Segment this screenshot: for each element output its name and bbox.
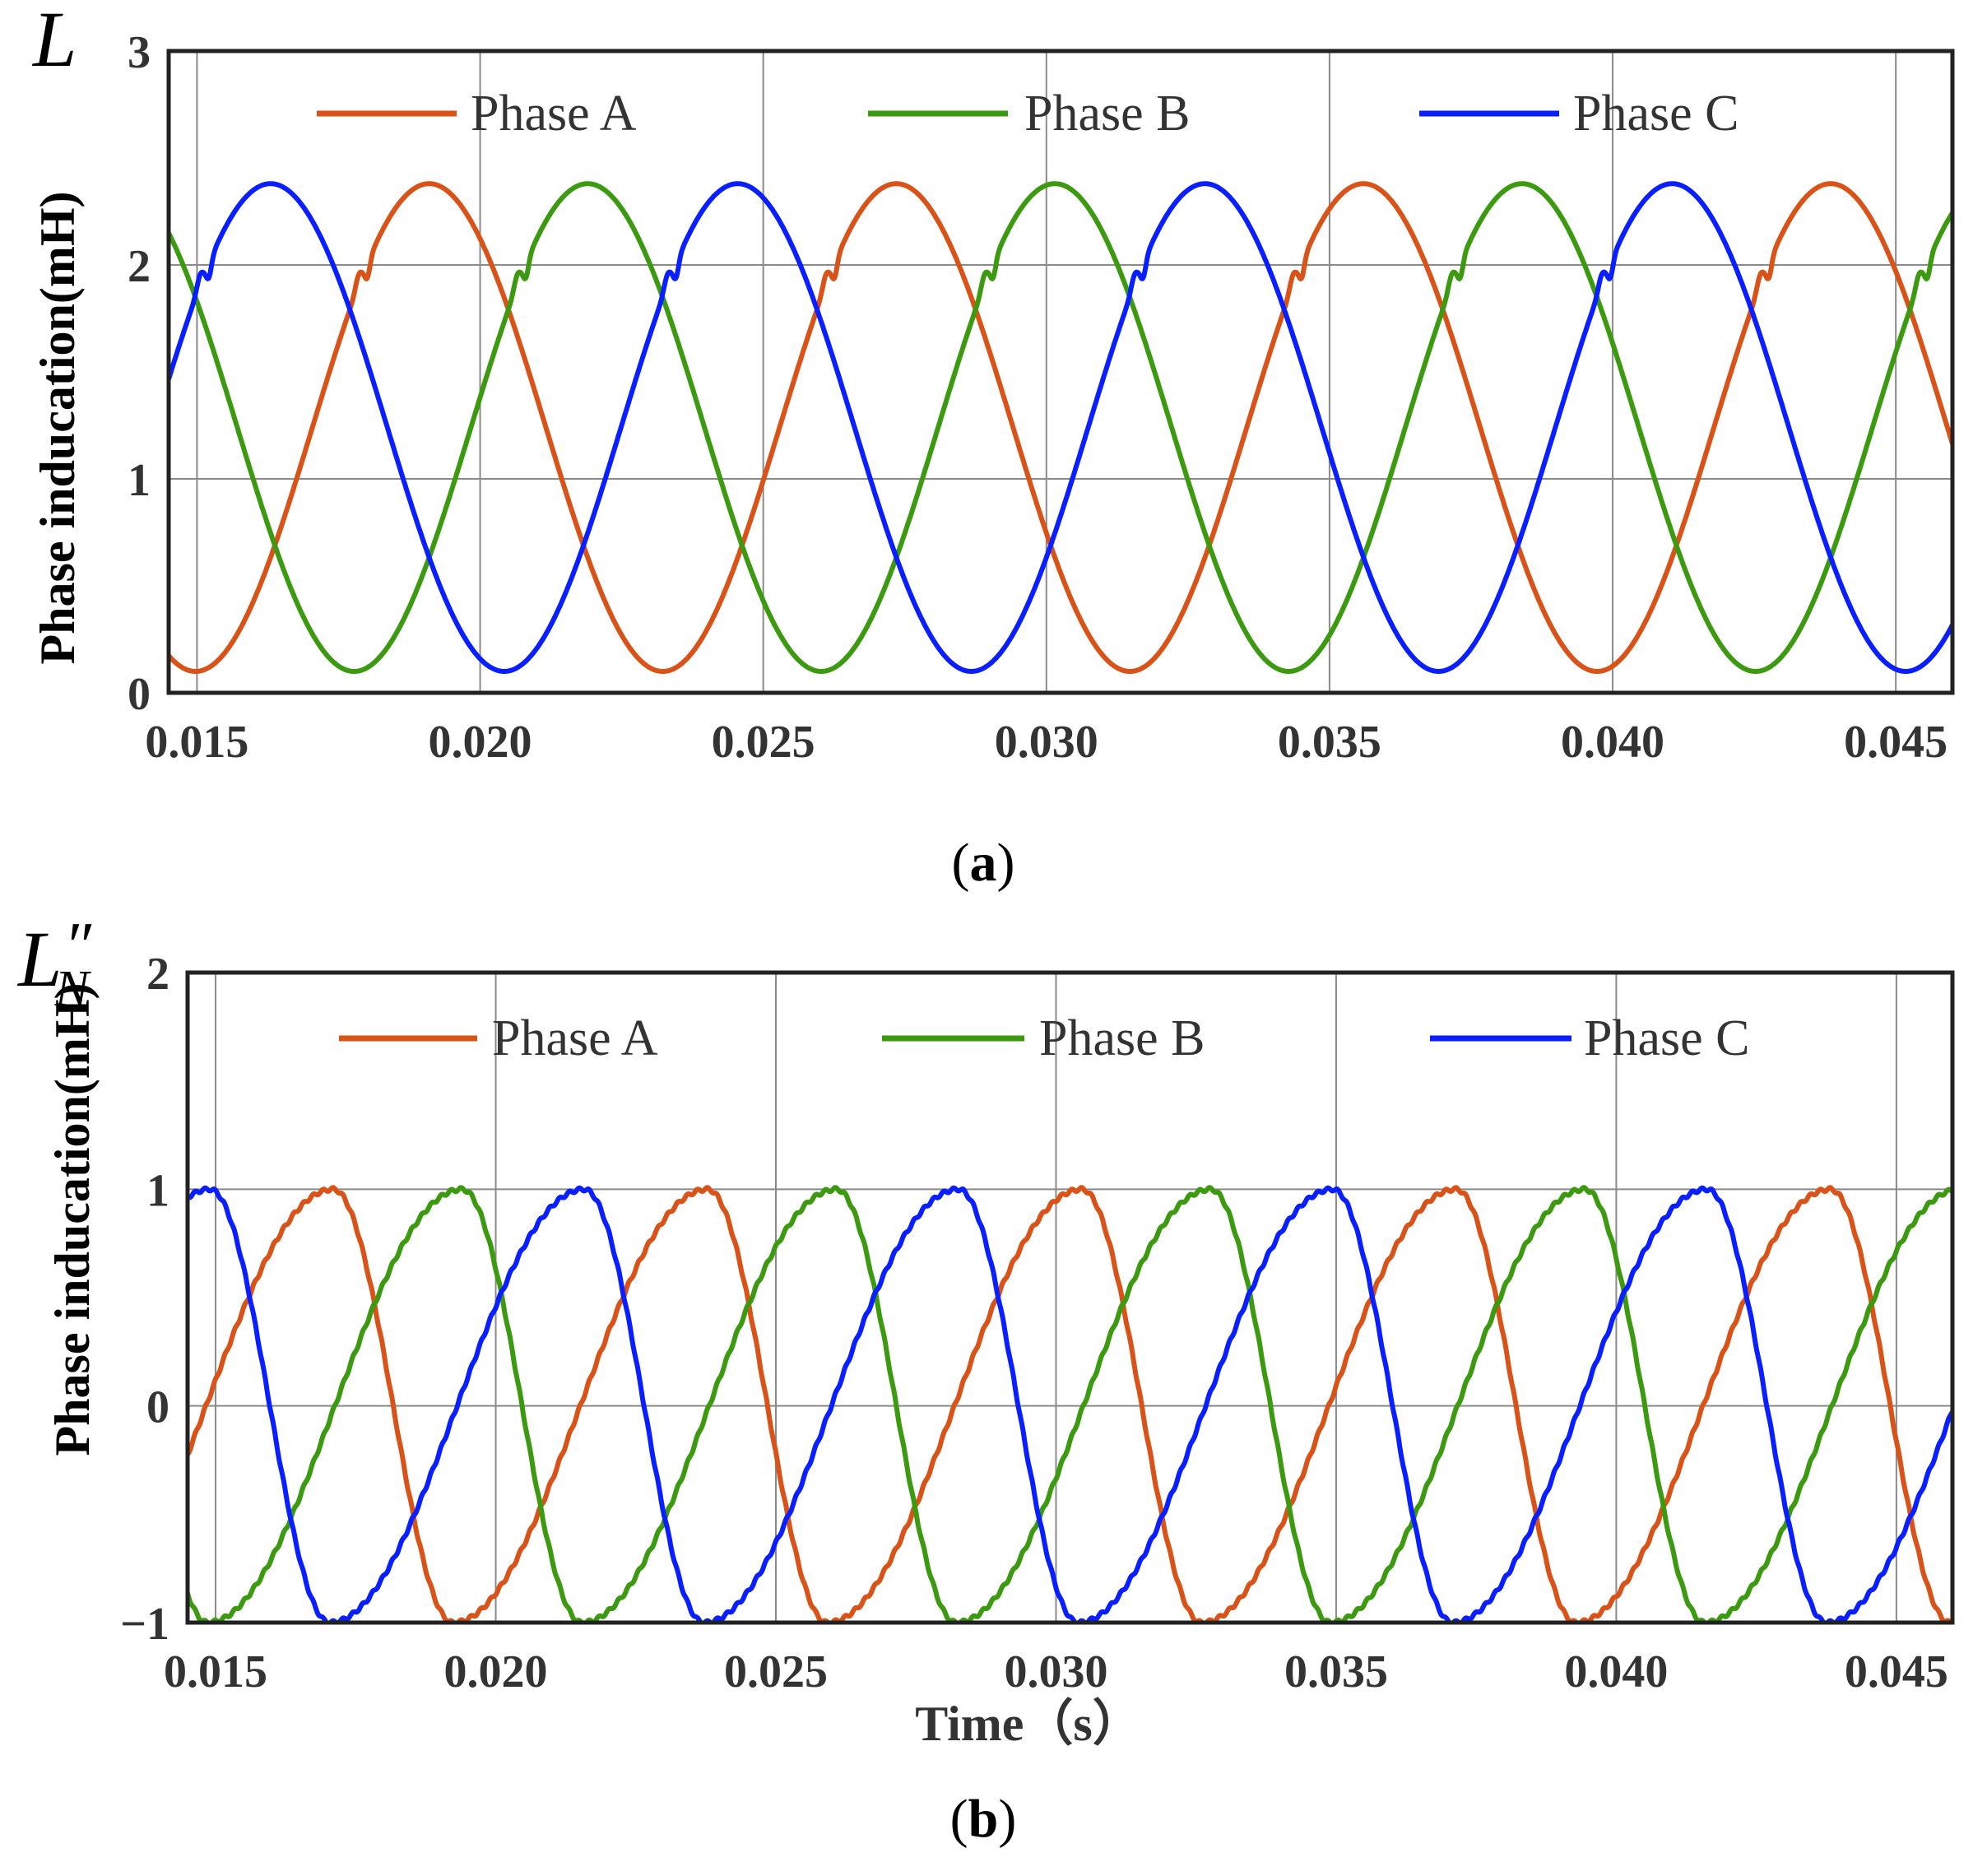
x-tick-label: 0.015 xyxy=(145,717,248,768)
x-tick-label: 0.030 xyxy=(995,717,1098,768)
legend-item-phase-a[interactable]: Phase A xyxy=(339,1010,658,1066)
panel-a-axes-frame xyxy=(166,49,1955,695)
x-tick-label: 0.035 xyxy=(1284,1646,1388,1697)
x-tick-label: 0.025 xyxy=(712,717,815,768)
legend-label-phase-a: Phase A xyxy=(471,86,637,142)
x-tick-label: 0.020 xyxy=(444,1646,548,1697)
x-tick-label: 0.025 xyxy=(724,1646,828,1697)
x-tick-label: 0.040 xyxy=(1564,1646,1668,1697)
panel-b-x-axis-label: Time（s） xyxy=(915,1696,1142,1751)
y-tick-label: −1 xyxy=(120,1599,169,1650)
y-tick-label: 1 xyxy=(128,455,151,506)
panel-a-plot-area xyxy=(169,181,1952,674)
legend-item-phase-b[interactable]: Phase B xyxy=(882,1010,1205,1066)
series-line-phase-c xyxy=(169,181,1952,674)
panel-b-gridlines xyxy=(188,972,1952,1623)
legend-item-phase-c[interactable]: Phase C xyxy=(1430,1010,1750,1066)
y-tick-label: 2 xyxy=(146,949,169,1000)
series-line-phase-b xyxy=(169,181,1952,674)
series-line-phase-a xyxy=(188,1185,1952,1623)
panel-b: L″ N Phase induсation(mH) −1 0 1 2 0.015 0.02… xyxy=(16,910,1955,1849)
panel-b-symbol: L″ N xyxy=(16,910,92,1017)
panel-a-symbol: L xyxy=(31,0,77,83)
x-tick-label: 0.035 xyxy=(1278,717,1381,768)
series-line-phase-b xyxy=(188,1185,1952,1623)
y-tick-label: 1 xyxy=(146,1165,169,1216)
panel-b-symbol-subscript: N xyxy=(54,961,92,1017)
panel-a-y-axis-label: Phase induсation(mH) xyxy=(30,191,85,664)
y-tick-label: 2 xyxy=(128,241,151,292)
panel-b-plot-area xyxy=(188,1185,1952,1623)
panel-a-legend: Phase A Phase B Phase C xyxy=(317,86,1739,142)
legend-label-phase-a: Phase A xyxy=(492,1010,658,1066)
y-tick-label: 0 xyxy=(128,669,151,720)
x-tick-label: 0.040 xyxy=(1561,717,1664,768)
panel-a-caption: (a) xyxy=(952,833,1015,893)
panel-b-symbol-letter: L xyxy=(16,915,62,1003)
panel-b-symbol-prime: ″ xyxy=(63,910,92,982)
x-tick-label: 0.045 xyxy=(1845,1646,1948,1697)
panel-b-legend: Phase A Phase B Phase C xyxy=(339,1010,1750,1066)
x-tick-label: 0.015 xyxy=(164,1646,267,1697)
panel-b-x-ticks: 0.015 0.020 0.025 0.030 0.035 0.040 0.045 xyxy=(164,1646,1948,1697)
y-tick-label: 0 xyxy=(146,1382,169,1433)
y-tick-label: 3 xyxy=(128,27,151,78)
legend-item-phase-a[interactable]: Phase A xyxy=(317,86,637,142)
panel-b-axes-frame xyxy=(185,970,1955,1625)
panel-b-y-axis-label: Phase induсation(mH) xyxy=(45,982,100,1456)
legend-item-phase-b[interactable]: Phase B xyxy=(868,86,1191,142)
x-tick-label: 0.045 xyxy=(1844,717,1947,768)
legend-label-phase-c: Phase C xyxy=(1573,86,1739,142)
panel-a-x-ticks: 0.015 0.020 0.025 0.030 0.035 0.040 0.045 xyxy=(145,717,1947,768)
legend-item-phase-c[interactable]: Phase C xyxy=(1419,86,1739,142)
series-line-phase-a xyxy=(169,181,1952,674)
panel-b-caption: (b) xyxy=(950,1789,1017,1849)
x-tick-label: 0.020 xyxy=(429,717,532,768)
panel-b-caption-letter: b xyxy=(968,1789,999,1849)
panel-a-gridlines xyxy=(169,50,1952,694)
panel-a-y-ticks: 0 1 2 3 xyxy=(128,27,151,720)
panel-b-y-ticks: −1 0 1 2 xyxy=(120,949,169,1650)
legend-label-phase-b: Phase B xyxy=(1039,1010,1205,1066)
legend-label-phase-b: Phase B xyxy=(1024,86,1191,142)
series-line-phase-c xyxy=(188,1185,1952,1623)
x-tick-label: 0.030 xyxy=(1004,1646,1107,1697)
legend-label-phase-c: Phase C xyxy=(1584,1010,1750,1066)
panel-a-caption-letter: a xyxy=(970,833,997,893)
